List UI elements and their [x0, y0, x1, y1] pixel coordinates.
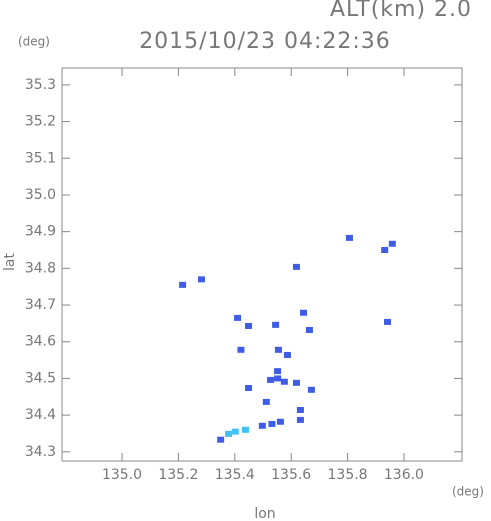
echo-point: [267, 376, 275, 383]
y-tick-label: 34.5: [25, 370, 56, 386]
echo-point: [237, 346, 245, 353]
echo-point: [234, 314, 242, 321]
echo-point: [296, 406, 304, 413]
x-tick-label: 135.2: [158, 467, 198, 483]
y-tick-label: 34.4: [25, 407, 56, 423]
echo-point: [258, 422, 266, 429]
echo-point: [272, 321, 280, 328]
echo-point: [381, 247, 389, 254]
echo-point: [245, 384, 253, 391]
plot-frame: [61, 67, 463, 462]
echo-point: [345, 234, 353, 241]
x-unit: (deg): [452, 485, 484, 499]
echo-point: [296, 416, 304, 423]
y-unit: (deg): [18, 35, 50, 49]
chart-subtitle: ALT(km) 2.0: [330, 0, 472, 22]
echo-point: [307, 386, 315, 393]
y-tick-label: 34.3: [25, 444, 56, 460]
y-tick-label: 34.7: [25, 297, 56, 313]
echo-point: [179, 281, 187, 288]
y-tick-label: 35.2: [25, 114, 56, 130]
echo-point: [245, 322, 253, 329]
echo-point: [276, 418, 284, 425]
echo-point: [274, 368, 282, 375]
echo-point: [292, 263, 300, 270]
x-tick-label: 135.6: [271, 467, 311, 483]
echo-point: [280, 378, 288, 385]
echo-point: [274, 375, 282, 382]
y-tick-label: 35.3: [25, 77, 56, 93]
echo-point: [217, 436, 225, 443]
echo-point: [241, 426, 249, 433]
x-tick-label: 135.8: [328, 467, 368, 483]
echo-point: [262, 398, 270, 405]
echo-point: [197, 276, 205, 283]
echo-point: [300, 309, 308, 316]
chart-title: 2015/10/23 04:22:36: [139, 29, 391, 54]
echo-point: [283, 351, 291, 358]
y-tick-label: 34.9: [25, 224, 56, 240]
echo-point: [268, 420, 276, 427]
y-tick-label: 34.8: [25, 260, 56, 276]
y-tick-label: 35.1: [25, 150, 56, 166]
x-tick-label: 135.4: [215, 467, 255, 483]
y-tick-label: 35.0: [25, 187, 56, 203]
echo-point: [384, 318, 392, 325]
echo-point: [292, 379, 300, 386]
echo-point: [225, 430, 233, 437]
echo-point: [305, 327, 313, 333]
echo-point: [274, 346, 282, 353]
echo-point: [388, 240, 396, 247]
x-tick-label: 135.0: [102, 467, 142, 483]
x-tick-label: 136.0: [384, 467, 424, 483]
y-tick-label: 34.6: [25, 334, 56, 350]
y-axis-label: lat: [2, 253, 18, 271]
echo-point: [231, 428, 239, 435]
x-axis-label: lon: [254, 506, 275, 521]
